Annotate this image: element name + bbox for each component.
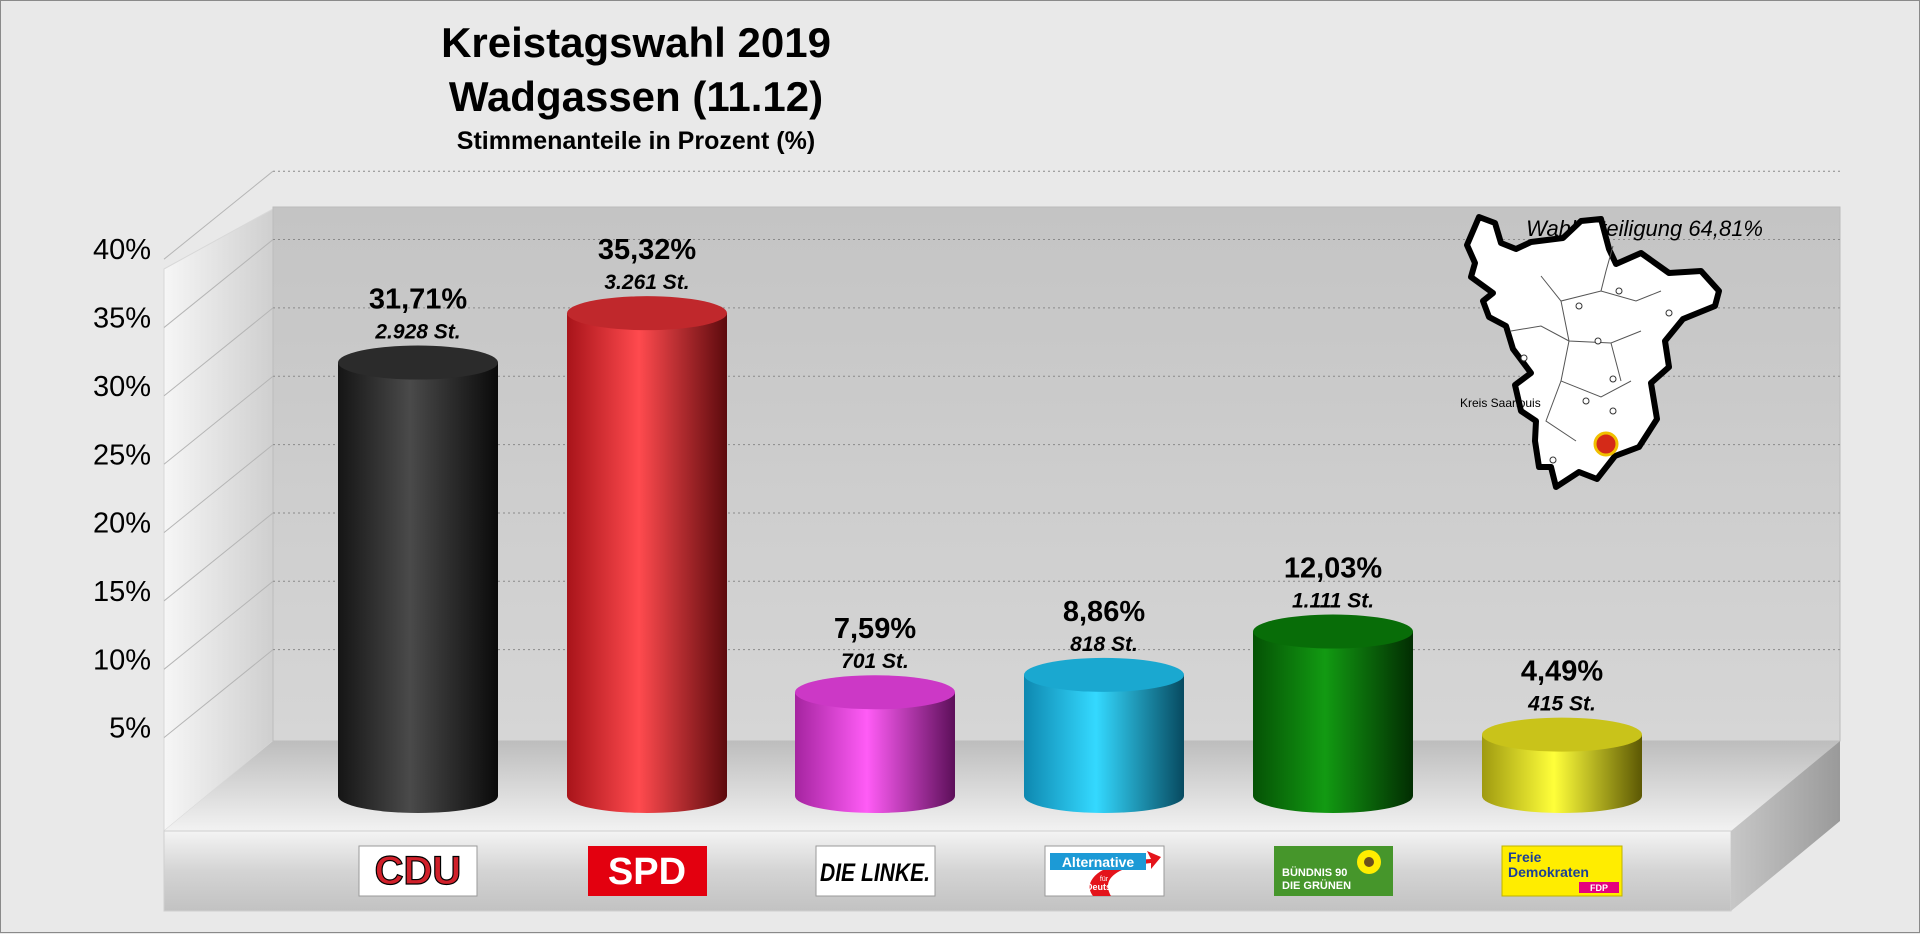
logo-afd-text: Alternative (1062, 854, 1135, 870)
bar-body (567, 313, 727, 813)
chart-subtitle: Wadgassen (11.12) (448, 73, 824, 120)
bar-top (795, 675, 955, 710)
data-label: 35,32% (598, 234, 697, 266)
data-label: 8,86% (1063, 596, 1145, 628)
logo-gruene-line1: BÜNDNIS 90 (1282, 866, 1347, 879)
logo-afd-sub1: für (1100, 876, 1109, 883)
vote-count-label: 701 St. (841, 650, 909, 673)
chart-title: Kreistagswahl 2019 (441, 19, 831, 66)
gridline-side (163, 375, 274, 465)
logo-fdp-line3: FDP (1590, 883, 1608, 893)
bar-top (1482, 717, 1642, 752)
bar-3: 7,59% 701 St. (795, 613, 955, 813)
bar-top (567, 296, 727, 331)
logo-fdp-line1: Freie (1508, 849, 1542, 865)
gridline-side (163, 239, 274, 328)
bar-body (795, 692, 955, 813)
gridline-side (163, 649, 274, 739)
gridline-side (163, 580, 274, 670)
logo-fdp: Freie Demokraten FDP (1501, 845, 1623, 897)
bar-body (1482, 734, 1642, 813)
logo-fdp-line2: Demokraten (1508, 864, 1589, 880)
district-map: Kreis Saarlouis (1460, 214, 1722, 490)
y-tick-label: 5% (109, 713, 151, 745)
vote-count-label: 3.261 St. (604, 271, 689, 294)
data-label: 12,03% (1284, 553, 1383, 585)
data-label: 4,49% (1521, 656, 1603, 688)
y-tick-label: 15% (93, 576, 151, 608)
logo-afd: Alternative für Deutschland (1044, 845, 1165, 897)
data-label: 7,59% (834, 613, 916, 645)
right-face (1731, 741, 1840, 911)
logo-linke: DIE LINKE. (815, 845, 936, 897)
y-tick-label: 35% (93, 303, 151, 335)
bar-1: 31,71% 2.928 St. (338, 284, 498, 813)
logo-spd-text: SPD (608, 851, 686, 893)
map-boundaries (1510, 245, 1662, 442)
map-label: Kreis Saarlouis (1460, 396, 1541, 410)
gridline-side (163, 512, 274, 602)
bar-2: 35,32% 3.261 St. (567, 234, 727, 813)
vote-count-label: 1.111 St. (1292, 590, 1374, 613)
map-outline (1464, 214, 1722, 490)
vote-count-label: 415 St. (1527, 693, 1596, 716)
vote-count-label: 818 St. (1070, 633, 1138, 656)
map-towns (1520, 287, 1673, 464)
y-tick-label: 20% (93, 508, 151, 540)
data-label: 31,71% (369, 284, 468, 316)
logo-spd: SPD (588, 846, 707, 896)
gridline-side (163, 307, 274, 397)
bar-4: 8,86% 818 St. (1024, 596, 1184, 813)
y-tick-label: 10% (93, 644, 151, 676)
logo-linke-text: DIE LINKE. (820, 859, 930, 887)
gridline-side (163, 444, 274, 533)
map-location-marker (1593, 431, 1619, 457)
y-tick-label: 25% (93, 439, 151, 471)
logo-afd-sub2: Deutschland (1086, 882, 1140, 892)
y-tick-label: 30% (93, 371, 151, 403)
bars: 31,71% 2.928 St. 35,32% 3.261 St. 7,59% 701 S… (338, 234, 1642, 813)
chart-caption: Stimmenanteile in Prozent (%) (456, 127, 816, 155)
sunflower-icon (1357, 850, 1381, 874)
bar-top (1024, 657, 1184, 692)
logo-cdu: CDU (358, 845, 478, 897)
bar-body (1024, 674, 1184, 813)
bar-5: 12,03% 1.111 St. (1253, 553, 1413, 813)
bar-body (338, 362, 498, 813)
gridline-side (163, 170, 274, 260)
logo-cdu-text: CDU (375, 849, 462, 893)
y-tick-label: 40% (93, 234, 151, 266)
logo-gruene-line2: DIE GRÜNEN (1282, 879, 1351, 892)
bar-6: 4,49% 415 St. (1482, 656, 1642, 813)
bar-body (1253, 631, 1413, 813)
bar-top (338, 345, 498, 380)
logo-gruene: BÜNDNIS 90 DIE GRÜNEN (1274, 846, 1393, 896)
y-axis: 5% 10% 15% 20% 25% 30% 35% 40% (93, 234, 151, 744)
bar-top (1253, 614, 1413, 649)
vote-count-label: 2.928 St. (374, 321, 460, 344)
